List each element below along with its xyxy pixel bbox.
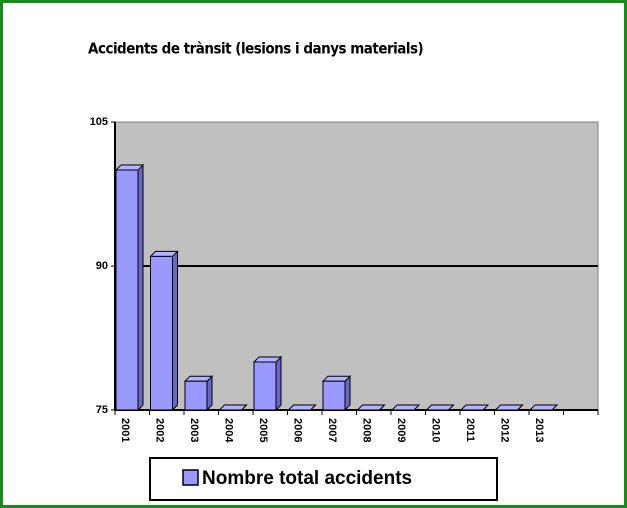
x-tick-label: 2001 xyxy=(119,418,131,442)
bar-face xyxy=(459,404,490,411)
bar xyxy=(287,404,317,411)
bar-face xyxy=(115,169,139,411)
bar-face xyxy=(356,404,386,411)
x-tick-label: 2010 xyxy=(429,418,441,442)
bar-face xyxy=(494,404,524,411)
x-tick-label: 2004 xyxy=(222,418,234,443)
bar-face xyxy=(150,255,173,411)
x-tick-label: 2003 xyxy=(188,418,200,442)
x-tick-label: 2006 xyxy=(291,418,303,442)
bar-face xyxy=(321,375,352,382)
bar-face xyxy=(253,361,277,411)
bar-face xyxy=(390,404,421,411)
bar-face xyxy=(322,380,346,411)
y-tick-label: 105 xyxy=(90,116,108,128)
bar xyxy=(149,250,179,412)
bar xyxy=(252,355,283,412)
chart-title: Accidents de trànsit (lesions i danys ma… xyxy=(88,40,424,58)
bar-face xyxy=(149,250,179,257)
legend-swatch xyxy=(182,469,199,486)
bar-face xyxy=(425,404,455,411)
bar-face xyxy=(218,404,248,411)
x-tick-label: 2005 xyxy=(257,418,269,442)
bar-face xyxy=(206,374,213,412)
bar-face xyxy=(275,355,282,412)
bar xyxy=(390,404,421,411)
bar-face xyxy=(252,356,283,363)
y-tick-label: 90 xyxy=(96,260,108,272)
legend xyxy=(149,457,498,501)
x-tick-label: 2013 xyxy=(533,418,545,442)
y-tick-label: 75 xyxy=(96,404,108,416)
bar-face xyxy=(528,404,559,411)
x-tick-label: 2011 xyxy=(464,418,476,442)
x-tick-label: 2007 xyxy=(326,418,338,442)
x-tick-label: 2009 xyxy=(395,418,407,442)
bar xyxy=(425,404,455,411)
bar-face xyxy=(183,375,214,382)
bar xyxy=(321,374,352,412)
bar-face xyxy=(137,163,144,412)
bar-face xyxy=(287,404,317,411)
bar-face xyxy=(114,164,145,171)
bar-face xyxy=(172,250,178,412)
bar xyxy=(528,404,559,411)
bar-face xyxy=(344,374,351,412)
bar xyxy=(183,374,214,412)
bar xyxy=(494,404,524,411)
bar xyxy=(459,404,490,411)
x-tick-label: 2002 xyxy=(153,418,165,442)
legend-label: Nombre total accidents xyxy=(202,468,412,489)
bar xyxy=(114,163,145,412)
x-tick-label: 2012 xyxy=(498,418,510,442)
bar-face xyxy=(184,380,208,411)
x-tick-label: 2008 xyxy=(360,418,372,442)
bar xyxy=(218,404,248,411)
bar xyxy=(356,404,386,411)
